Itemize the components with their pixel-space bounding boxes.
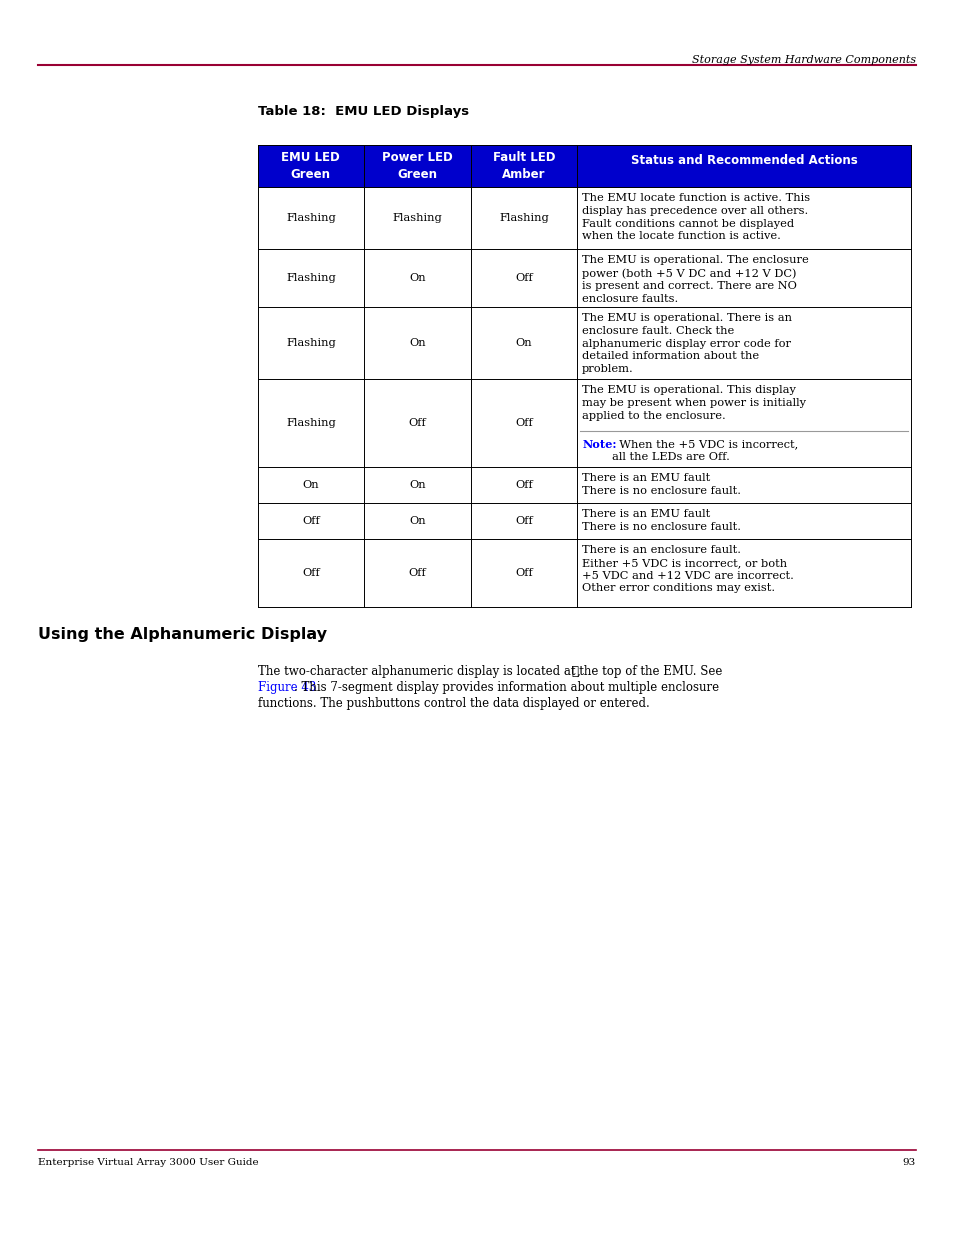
Text: Figure 43: Figure 43 bbox=[257, 680, 315, 694]
Text: On: On bbox=[409, 516, 425, 526]
Text: Off: Off bbox=[302, 516, 319, 526]
Text: Enterprise Virtual Array 3000 User Guide: Enterprise Virtual Array 3000 User Guide bbox=[38, 1158, 258, 1167]
Text: Using the Alphanumeric Display: Using the Alphanumeric Display bbox=[38, 627, 327, 642]
Text: On: On bbox=[409, 338, 425, 348]
Text: Status and Recommended Actions: Status and Recommended Actions bbox=[630, 153, 857, 167]
Text: . This 7-segment display provides information about multiple enclosure: . This 7-segment display provides inform… bbox=[294, 680, 719, 694]
Text: On: On bbox=[409, 273, 425, 283]
Text: Storage System Hardware Components: Storage System Hardware Components bbox=[691, 56, 915, 65]
Text: ,: , bbox=[576, 664, 579, 678]
Text: 93: 93 bbox=[902, 1158, 915, 1167]
Text: Off: Off bbox=[408, 568, 426, 578]
Text: Green: Green bbox=[291, 168, 331, 182]
Text: The EMU is operational. There is an
enclosure fault. Check the
alphanumeric disp: The EMU is operational. There is an encl… bbox=[581, 312, 791, 374]
Text: Flashing: Flashing bbox=[392, 212, 442, 224]
Text: Off: Off bbox=[515, 516, 532, 526]
Text: Flashing: Flashing bbox=[498, 212, 548, 224]
Text: Off: Off bbox=[302, 568, 319, 578]
Bar bbox=[257, 144, 910, 186]
Text: On: On bbox=[409, 480, 425, 490]
Text: Off: Off bbox=[515, 417, 532, 429]
Text: Table 18:  EMU LED Displays: Table 18: EMU LED Displays bbox=[257, 105, 468, 119]
Text: On: On bbox=[302, 480, 319, 490]
Text: Flashing: Flashing bbox=[286, 273, 335, 283]
Text: Note:: Note: bbox=[581, 438, 616, 450]
Text: Power LED: Power LED bbox=[381, 151, 453, 164]
Text: Green: Green bbox=[397, 168, 436, 182]
Text: There is an EMU fault
There is no enclosure fault.: There is an EMU fault There is no enclos… bbox=[581, 473, 740, 495]
Text: When the +5 VDC is incorrect,
all the LEDs are Off.: When the +5 VDC is incorrect, all the LE… bbox=[612, 438, 798, 462]
Text: functions. The pushbuttons control the data displayed or entered.: functions. The pushbuttons control the d… bbox=[257, 697, 649, 710]
Text: The EMU locate function is active. This
display has precedence over all others.
: The EMU locate function is active. This … bbox=[581, 193, 809, 241]
Text: There is an enclosure fault.
Either +5 VDC is incorrect, or both
+5 VDC and +12 : There is an enclosure fault. Either +5 V… bbox=[581, 545, 793, 593]
Text: Off: Off bbox=[408, 417, 426, 429]
Text: The EMU is operational. This display
may be present when power is initially
appl: The EMU is operational. This display may… bbox=[581, 385, 805, 421]
Text: There is an EMU fault
There is no enclosure fault.: There is an EMU fault There is no enclos… bbox=[581, 509, 740, 532]
Text: Flashing: Flashing bbox=[286, 338, 335, 348]
Text: Off: Off bbox=[515, 568, 532, 578]
Text: On: On bbox=[515, 338, 532, 348]
Text: EMU LED: EMU LED bbox=[281, 151, 340, 164]
Text: Flashing: Flashing bbox=[286, 417, 335, 429]
Text: Off: Off bbox=[515, 480, 532, 490]
Text: Fault LED: Fault LED bbox=[492, 151, 555, 164]
Text: Amber: Amber bbox=[501, 168, 545, 182]
Text: The EMU is operational. The enclosure
power (both +5 V DC and +12 V DC)
is prese: The EMU is operational. The enclosure po… bbox=[581, 254, 808, 304]
Text: The two-character alphanumeric display is located at the top of the EMU. See: The two-character alphanumeric display i… bbox=[257, 664, 725, 678]
Text: Off: Off bbox=[515, 273, 532, 283]
Text: ①: ① bbox=[571, 664, 578, 678]
Text: Flashing: Flashing bbox=[286, 212, 335, 224]
